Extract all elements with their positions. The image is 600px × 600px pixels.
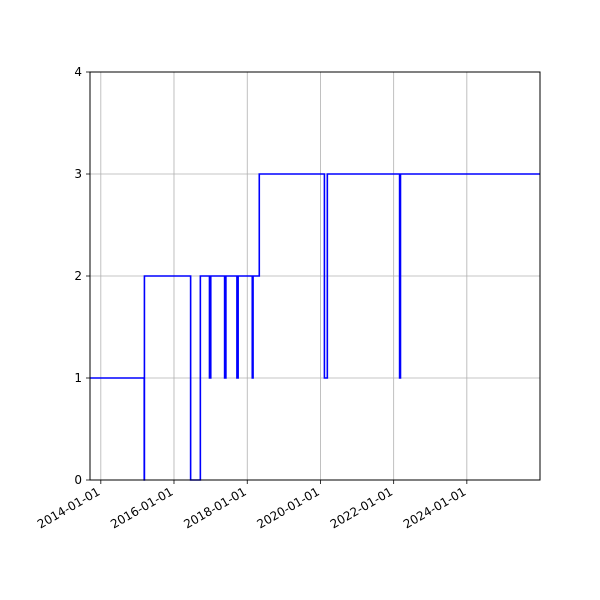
- y-tick-label: 2: [74, 269, 82, 283]
- y-axis: 0 1 2 3 4: [74, 65, 90, 487]
- y-tick-label: 4: [74, 65, 82, 79]
- y-tick-label: 0: [74, 473, 82, 487]
- y-tick-label: 1: [74, 371, 82, 385]
- y-tick-label: 3: [74, 167, 82, 181]
